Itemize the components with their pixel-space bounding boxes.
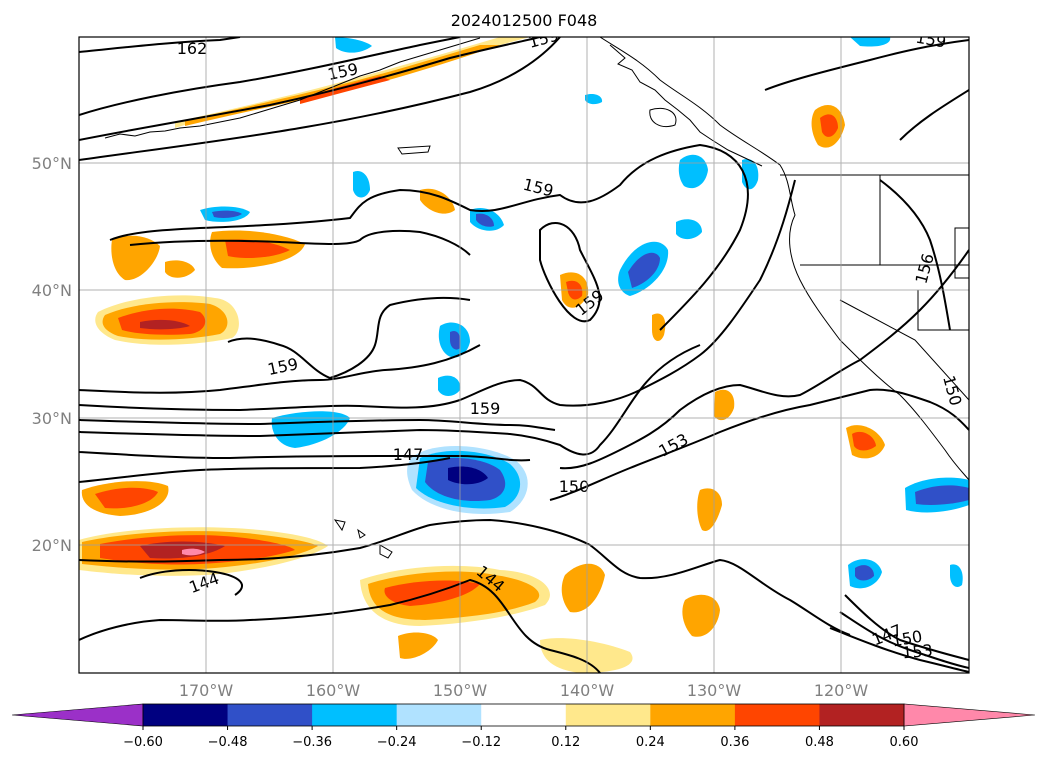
map-frame bbox=[78, 36, 970, 674]
colorbar-segment bbox=[227, 704, 313, 726]
colorbar-label: 0.36 bbox=[720, 735, 749, 750]
colorbar-label: −0.36 bbox=[292, 735, 332, 750]
lon-label: 170°W bbox=[179, 681, 234, 700]
colorbar-extend-right bbox=[903, 703, 1036, 727]
colorbar-segment bbox=[650, 704, 736, 726]
lat-label: 50°N bbox=[32, 154, 72, 173]
colorbar-label: −0.24 bbox=[377, 735, 417, 750]
colorbar-frame bbox=[142, 703, 905, 727]
colorbar-label: 0.60 bbox=[890, 735, 919, 750]
colorbar-segment bbox=[312, 704, 398, 726]
colorbar-segment bbox=[734, 704, 820, 726]
lat-label: 30°N bbox=[32, 409, 72, 428]
colorbar-label: −0.60 bbox=[123, 735, 163, 750]
contour-label: 153 bbox=[901, 641, 933, 663]
map-area: 162 159 159 159 159 159 159 159 156 153 … bbox=[79, 37, 969, 673]
height-contours bbox=[79, 37, 969, 673]
negative-anomaly-fills bbox=[200, 37, 969, 589]
gridlines bbox=[79, 37, 969, 673]
colorbar-extend-left bbox=[11, 703, 144, 727]
lon-label: 150°W bbox=[433, 681, 488, 700]
colorbar: −0.60 −0.48 −0.36 −0.24 −0.12 0.12 0.24 0.36 0.4… bbox=[11, 703, 1036, 750]
colorbar-segment bbox=[143, 704, 229, 726]
lat-label: 20°N bbox=[32, 536, 72, 555]
lat-label: 40°N bbox=[32, 281, 72, 300]
colorbar-segment bbox=[565, 704, 651, 726]
coastlines bbox=[104, 37, 969, 559]
colorbar-segment bbox=[481, 704, 567, 726]
lon-label: 160°W bbox=[306, 681, 361, 700]
lon-label: 130°W bbox=[687, 681, 742, 700]
latitude-labels: 50°N 40°N 30°N 20°N bbox=[32, 154, 72, 555]
colorbar-label: −0.48 bbox=[208, 735, 248, 750]
colorbar-segment bbox=[396, 704, 482, 726]
colorbar-label: −0.12 bbox=[461, 735, 501, 750]
contour-label: 162 bbox=[177, 39, 208, 58]
colorbar-label: 0.24 bbox=[636, 735, 665, 750]
lon-label: 140°W bbox=[560, 681, 615, 700]
contour-label: 159 bbox=[470, 399, 501, 418]
colorbar-label: 0.12 bbox=[551, 735, 580, 750]
contour-label: 147 bbox=[393, 445, 424, 464]
lon-label: 120°W bbox=[814, 681, 869, 700]
longitude-labels: 170°W 160°W 150°W 140°W 130°W 120°W bbox=[179, 681, 869, 700]
colorbar-label: 0.48 bbox=[805, 735, 834, 750]
contour-label: 150 bbox=[559, 477, 590, 496]
map-title: 2024012500 F048 bbox=[451, 11, 598, 30]
colorbar-segment bbox=[819, 704, 905, 726]
